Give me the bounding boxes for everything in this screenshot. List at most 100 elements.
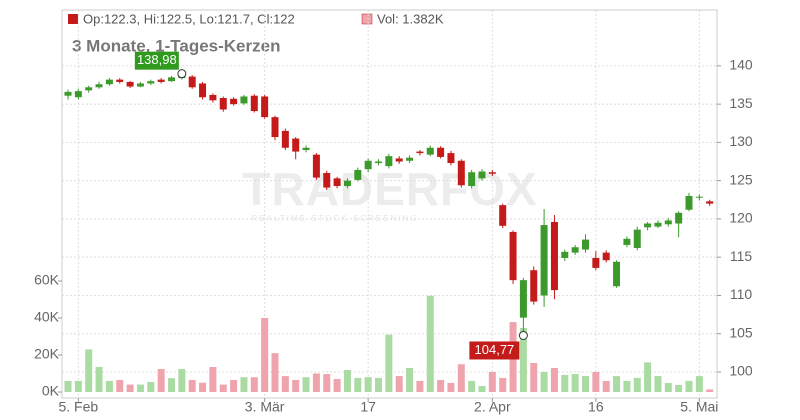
volume-bar bbox=[633, 377, 641, 393]
volume-bar bbox=[271, 353, 279, 393]
volume-bar bbox=[354, 377, 362, 393]
x-tick-label: 17 bbox=[360, 399, 376, 415]
high-marker bbox=[177, 69, 187, 79]
volume-bar bbox=[323, 374, 331, 393]
volume-bar bbox=[571, 374, 579, 393]
volume-bar bbox=[602, 380, 610, 393]
candles bbox=[64, 73, 714, 336]
volume-bar bbox=[219, 384, 227, 393]
candle-body bbox=[354, 169, 362, 180]
candle-body bbox=[126, 81, 134, 87]
candle-body bbox=[530, 270, 538, 302]
candle-body bbox=[250, 95, 258, 112]
candle-body bbox=[147, 81, 155, 84]
candle-body bbox=[323, 173, 331, 188]
x-tick-label: 2. Apr bbox=[474, 399, 511, 415]
candle-body bbox=[550, 221, 558, 291]
candle-body bbox=[209, 94, 217, 101]
candle-body bbox=[219, 98, 227, 110]
volume-bar bbox=[457, 364, 465, 393]
y-tick-label: 110 bbox=[730, 286, 753, 302]
candle-body bbox=[312, 154, 320, 178]
candle-body bbox=[74, 91, 82, 98]
candle-body bbox=[426, 147, 434, 155]
candle-body bbox=[644, 223, 652, 228]
candle-body bbox=[561, 251, 569, 258]
volume-bar bbox=[644, 362, 652, 393]
candle-body bbox=[582, 239, 589, 250]
volume-bar bbox=[209, 367, 217, 393]
x-tick-label: 3. Mär bbox=[245, 399, 285, 415]
volume-bar bbox=[675, 384, 683, 393]
candle-body bbox=[623, 238, 631, 245]
volume-bars bbox=[64, 295, 714, 393]
volume-bar bbox=[375, 377, 382, 393]
volume-bar bbox=[385, 334, 393, 393]
legend-swatch-volume bbox=[361, 13, 373, 25]
candle-body bbox=[375, 161, 382, 164]
volume-bar bbox=[281, 376, 289, 393]
volume-tick-label: 0K bbox=[42, 383, 60, 399]
volume-bar bbox=[168, 378, 175, 393]
candle-body bbox=[675, 212, 683, 224]
volume-bar bbox=[199, 382, 207, 393]
candle-body bbox=[364, 160, 372, 170]
y-tick-label: 115 bbox=[730, 248, 753, 264]
candle-body bbox=[343, 180, 351, 187]
volume-bar bbox=[499, 377, 507, 393]
low-marker bbox=[518, 330, 528, 340]
volume-bar bbox=[478, 386, 486, 393]
candle-body bbox=[488, 172, 496, 174]
candle-body bbox=[416, 151, 424, 154]
y-tick-label: 135 bbox=[729, 95, 753, 111]
y-tick-label: 120 bbox=[729, 210, 753, 226]
volume-bar bbox=[126, 384, 134, 393]
volume-bar bbox=[178, 369, 186, 393]
y-tick-label: 130 bbox=[729, 133, 753, 149]
candle-body bbox=[95, 84, 103, 88]
watermark-brand: TRADERFOX bbox=[242, 163, 537, 215]
candle-body bbox=[592, 257, 600, 268]
volume-bar bbox=[147, 382, 155, 393]
volume-bar bbox=[250, 377, 258, 393]
candle-body bbox=[478, 171, 486, 179]
y-tick-label: 140 bbox=[729, 57, 753, 73]
volume-bar bbox=[695, 376, 703, 393]
volume-bar bbox=[561, 374, 569, 393]
low-label: 104,77 bbox=[475, 342, 515, 357]
volume-bar bbox=[85, 349, 93, 393]
x-tick-label: 5. Feb bbox=[58, 399, 98, 415]
volume-bar bbox=[468, 380, 476, 393]
volume-bar bbox=[416, 380, 424, 393]
candle-body bbox=[602, 252, 610, 261]
candle-body bbox=[105, 79, 113, 85]
volume-bar bbox=[188, 379, 196, 393]
volume-bar bbox=[230, 379, 238, 393]
candle-body bbox=[519, 280, 527, 318]
volume-bar bbox=[74, 380, 82, 393]
volume-bar bbox=[292, 379, 300, 393]
candle-body bbox=[468, 172, 476, 187]
volume-bar bbox=[550, 367, 558, 393]
candle-body bbox=[116, 79, 124, 82]
volume-bar bbox=[426, 295, 434, 393]
volume-bar bbox=[343, 369, 351, 393]
candle-body bbox=[261, 96, 269, 118]
candle-body bbox=[437, 147, 445, 157]
candle-body bbox=[230, 98, 238, 105]
candle-body bbox=[188, 76, 196, 88]
volume-bar bbox=[654, 376, 662, 393]
volume-bar bbox=[488, 372, 496, 393]
volume-bar bbox=[333, 379, 341, 393]
volume-tick-label: 60K bbox=[34, 272, 60, 288]
candle-body bbox=[457, 160, 465, 186]
volume-bar bbox=[592, 372, 600, 393]
candle-body bbox=[706, 201, 714, 204]
volume-bar bbox=[613, 376, 621, 393]
x-tick-label: 16 bbox=[588, 399, 604, 415]
volume-bar bbox=[519, 327, 527, 393]
candle-body bbox=[695, 196, 703, 198]
volume-bar bbox=[302, 377, 310, 393]
volume-bar bbox=[664, 382, 672, 393]
